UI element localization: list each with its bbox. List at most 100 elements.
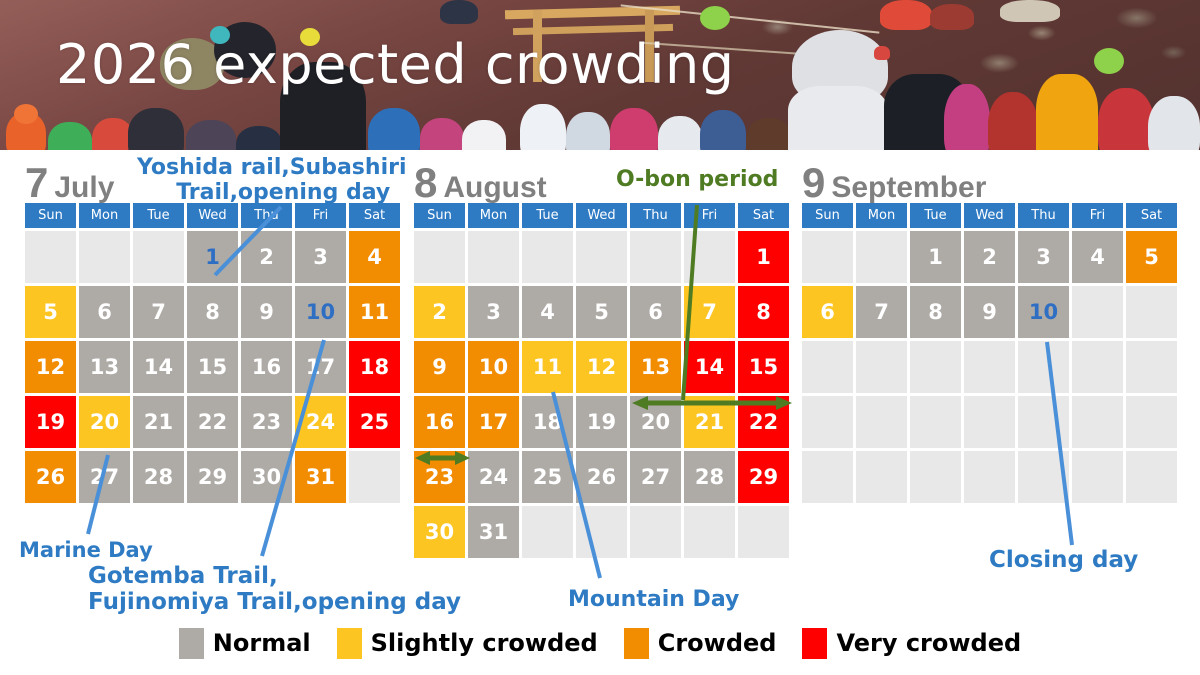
day-cell[interactable]: 16: [241, 341, 292, 393]
day-cell-empty: [1126, 286, 1177, 338]
day-cell[interactable]: 31: [468, 506, 519, 558]
hiker-crowd: [0, 0, 1200, 150]
day-cell[interactable]: 29: [187, 451, 238, 503]
day-cell[interactable]: 25: [349, 396, 400, 448]
day-cell[interactable]: 9: [414, 341, 465, 393]
day-cell[interactable]: 10: [295, 286, 346, 338]
day-cell-empty: [910, 396, 961, 448]
day-cell[interactable]: 6: [630, 286, 681, 338]
day-cell-empty: [1018, 396, 1069, 448]
day-cell[interactable]: 20: [79, 396, 130, 448]
day-cell[interactable]: 2: [414, 286, 465, 338]
day-cell[interactable]: 2: [964, 231, 1015, 283]
day-cell-empty: [349, 451, 400, 503]
day-cell[interactable]: 21: [684, 396, 735, 448]
day-cell[interactable]: 6: [79, 286, 130, 338]
day-cell[interactable]: 5: [1126, 231, 1177, 283]
day-cell[interactable]: 7: [684, 286, 735, 338]
day-cell-empty: [1072, 451, 1123, 503]
day-cell[interactable]: 18: [522, 396, 573, 448]
month-grid-august: Sun Mon Tue Wed Thu Fri Sat 1 2 3 4 5 6 7 8 9 10 11 12 13 14…: [414, 203, 789, 558]
day-cell[interactable]: 7: [133, 286, 184, 338]
day-cell[interactable]: 26: [25, 451, 76, 503]
day-cell[interactable]: 17: [468, 396, 519, 448]
annotation-gotemba-trail: Gotemba Trail, Fujinomiya Trail,opening …: [88, 563, 462, 615]
day-cell[interactable]: 3: [468, 286, 519, 338]
day-cell[interactable]: 4: [1072, 231, 1123, 283]
month-title-july: 7 July: [25, 155, 400, 204]
day-cell[interactable]: 13: [79, 341, 130, 393]
dow-header-tue: Tue: [522, 203, 573, 228]
day-cell[interactable]: 19: [576, 396, 627, 448]
day-cell[interactable]: 18: [349, 341, 400, 393]
day-cell[interactable]: 12: [576, 341, 627, 393]
day-cell[interactable]: 26: [576, 451, 627, 503]
legend-label: Very crowded: [836, 629, 1022, 657]
day-cell[interactable]: 25: [522, 451, 573, 503]
day-cell[interactable]: 7: [856, 286, 907, 338]
day-cell[interactable]: 8: [910, 286, 961, 338]
day-cell[interactable]: 24: [295, 396, 346, 448]
day-cell[interactable]: 8: [187, 286, 238, 338]
day-cell[interactable]: 27: [79, 451, 130, 503]
day-cell[interactable]: 10: [468, 341, 519, 393]
day-cell[interactable]: 15: [187, 341, 238, 393]
day-cell[interactable]: 28: [684, 451, 735, 503]
dow-header-sat: Sat: [1126, 203, 1177, 228]
legend-item: Normal: [178, 627, 311, 659]
day-cell[interactable]: 12: [25, 341, 76, 393]
day-cell[interactable]: 14: [684, 341, 735, 393]
dow-header-fri: Fri: [684, 203, 735, 228]
day-cell-empty: [414, 231, 465, 283]
day-cell[interactable]: 17: [295, 341, 346, 393]
day-cell[interactable]: 19: [25, 396, 76, 448]
day-cell[interactable]: 13: [630, 341, 681, 393]
day-cell[interactable]: 28: [133, 451, 184, 503]
dow-header-thu: Thu: [241, 203, 292, 228]
day-cell-empty: [1126, 396, 1177, 448]
day-cell[interactable]: 21: [133, 396, 184, 448]
day-cell[interactable]: 22: [187, 396, 238, 448]
day-cell-empty: [964, 341, 1015, 393]
day-cell[interactable]: 24: [468, 451, 519, 503]
day-cell[interactable]: 27: [630, 451, 681, 503]
day-cell[interactable]: 4: [349, 231, 400, 283]
annotation-yoshida-trail: Yoshida rail,Subashiri Trail,opening day: [137, 155, 407, 205]
legend-label: Crowded: [657, 629, 777, 657]
day-cell[interactable]: 4: [522, 286, 573, 338]
day-cell-empty: [133, 231, 184, 283]
day-cell[interactable]: 9: [964, 286, 1015, 338]
day-cell[interactable]: 1: [738, 231, 789, 283]
day-cell[interactable]: 23: [241, 396, 292, 448]
dow-header-wed: Wed: [187, 203, 238, 228]
day-cell[interactable]: 9: [241, 286, 292, 338]
day-cell[interactable]: 11: [349, 286, 400, 338]
calendar-august: 8 August Sun Mon Tue Wed Thu Fri Sat 1 2 3 4 5 6 7 8 9 1…: [414, 155, 789, 558]
day-cell-empty: [25, 231, 76, 283]
day-cell[interactable]: 5: [576, 286, 627, 338]
day-cell[interactable]: 5: [25, 286, 76, 338]
legend-item: Slightly crowded: [336, 627, 598, 659]
day-cell[interactable]: 3: [1018, 231, 1069, 283]
day-cell[interactable]: 14: [133, 341, 184, 393]
day-cell-empty: [964, 396, 1015, 448]
day-cell[interactable]: 31: [295, 451, 346, 503]
day-cell[interactable]: 1: [910, 231, 961, 283]
day-cell[interactable]: 2: [241, 231, 292, 283]
day-cell[interactable]: 3: [295, 231, 346, 283]
day-cell[interactable]: 15: [738, 341, 789, 393]
day-cell[interactable]: 30: [414, 506, 465, 558]
day-cell[interactable]: 20: [630, 396, 681, 448]
day-cell[interactable]: 22: [738, 396, 789, 448]
day-cell[interactable]: 23: [414, 451, 465, 503]
day-cell[interactable]: 29: [738, 451, 789, 503]
day-cell[interactable]: 10: [1018, 286, 1069, 338]
day-cell[interactable]: 1: [187, 231, 238, 283]
day-cell[interactable]: 16: [414, 396, 465, 448]
day-cell[interactable]: 6: [802, 286, 853, 338]
day-cell[interactable]: 8: [738, 286, 789, 338]
hero-banner: 2026 expected crowding: [0, 0, 1200, 150]
calendar-september: 9 September Sun Mon Tue Wed Thu Fri Sat 1 2 3 4 5 6 7…: [802, 155, 1177, 503]
day-cell[interactable]: 11: [522, 341, 573, 393]
day-cell[interactable]: 30: [241, 451, 292, 503]
